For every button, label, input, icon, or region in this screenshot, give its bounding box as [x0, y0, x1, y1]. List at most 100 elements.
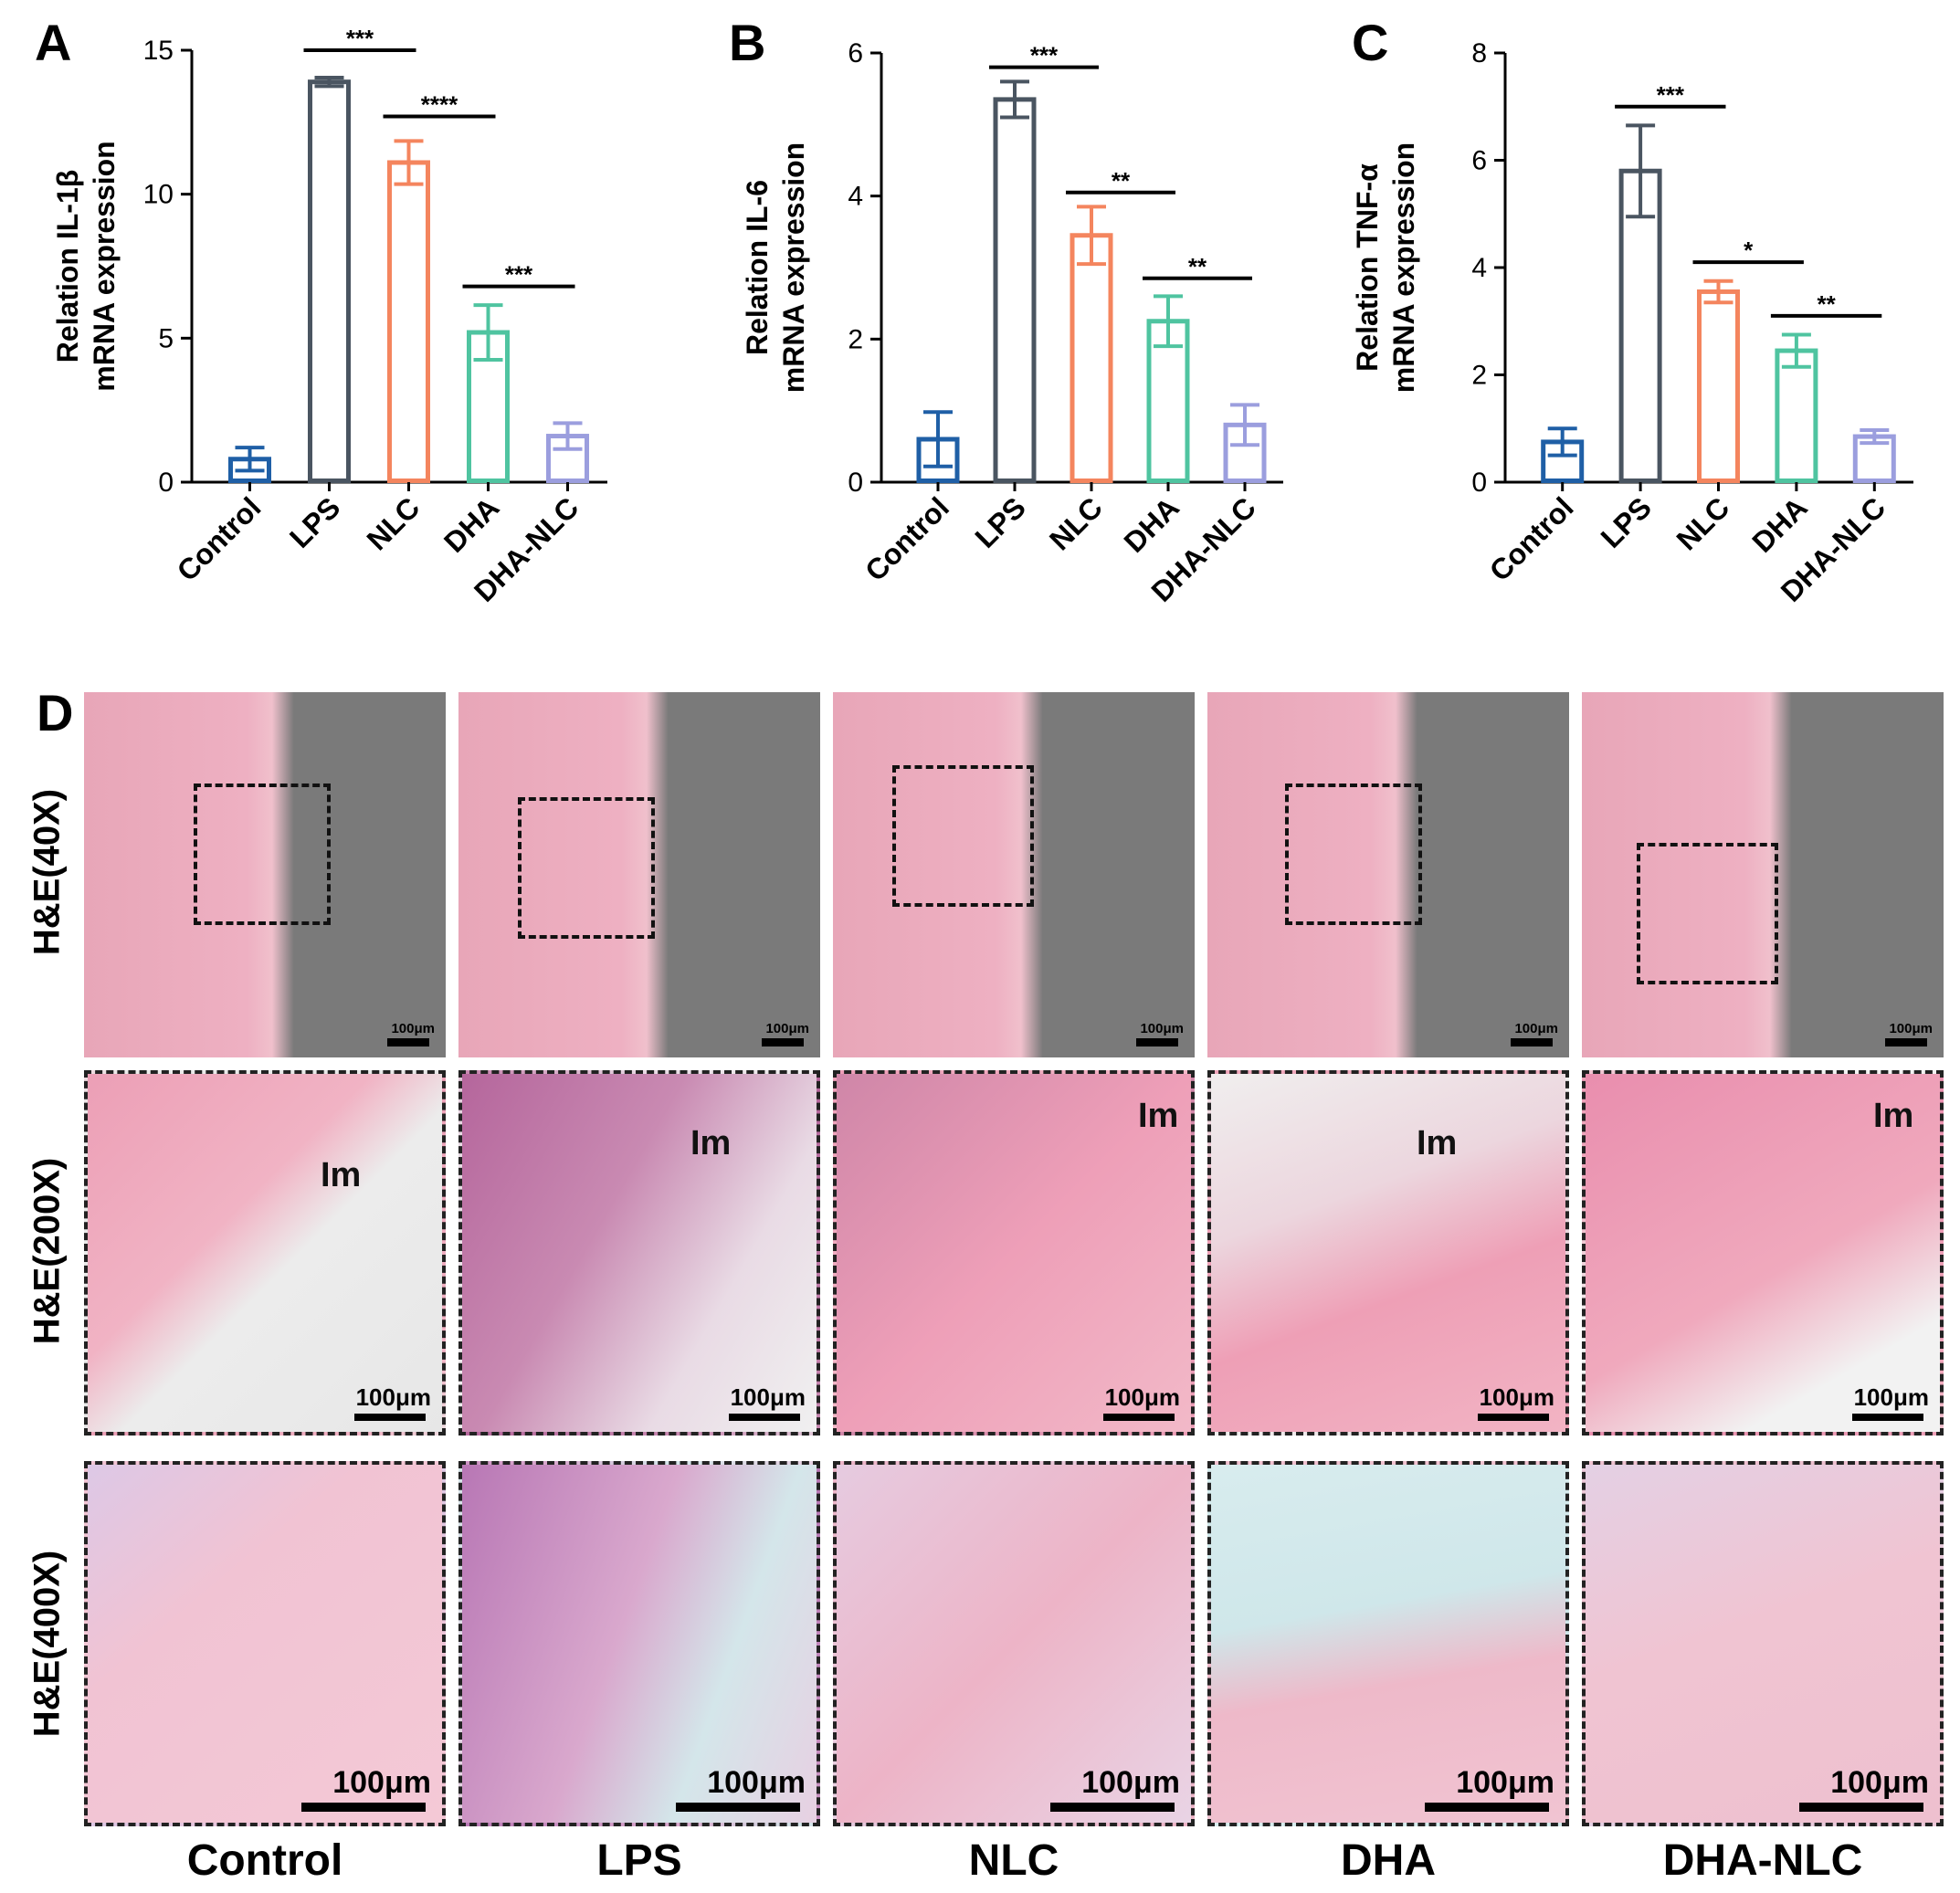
y-tick-label: 2 [848, 324, 863, 354]
bar-lps [308, 79, 351, 483]
y-tick-label: 5 [158, 323, 174, 353]
significance-label: *** [1030, 42, 1059, 69]
scale-bar-label: 100μm [1889, 1021, 1933, 1036]
histology-image: Im 100μm [458, 1070, 820, 1436]
implant-label: Im [690, 1124, 732, 1162]
y-axis-title-line2: mRNA expression [1387, 142, 1420, 393]
significance-label: ** [1112, 167, 1131, 195]
y-axis-title-line2: mRNA expression [777, 142, 810, 393]
panel-letter-a: A [35, 14, 72, 71]
y-tick-label: 0 [1471, 468, 1487, 498]
implant-label: Im [1873, 1097, 1914, 1135]
x-tick-label: NLC [1670, 490, 1735, 556]
panel-letter-b: B [729, 14, 766, 71]
y-tick-label: 8 [1471, 38, 1487, 68]
x-tick-label: DHA [1745, 490, 1813, 558]
column-label: NLC [968, 1836, 1059, 1885]
scale-bar [1799, 1803, 1923, 1812]
scale-bar [301, 1803, 426, 1812]
region-of-interest-box [1285, 783, 1422, 925]
scale-bar [1852, 1414, 1923, 1421]
scale-bar-label: 100μm [1853, 1383, 1929, 1411]
y-tick-label: 15 [143, 36, 174, 66]
region-of-interest-box [194, 783, 331, 925]
x-tick-label: LPS [1595, 490, 1658, 553]
significance-label: *** [346, 25, 374, 52]
scale-bar [354, 1414, 426, 1421]
scale-bar-label: 100μm [1104, 1383, 1180, 1411]
histology-image: Im 100μm [1207, 1070, 1569, 1436]
scale-bar-label: 100μm [355, 1383, 431, 1411]
histology-image: 100μm [1207, 692, 1569, 1057]
significance-label: *** [505, 261, 533, 289]
scale-bar [1425, 1803, 1549, 1812]
scale-bar-label: 100μm [332, 1765, 431, 1800]
scale-bar-label: 100μm [707, 1765, 806, 1800]
bar-nlc [1697, 289, 1740, 483]
scale-bar-label: 100μm [730, 1383, 806, 1411]
histology-image: 100μm [1207, 1461, 1569, 1826]
bar-nlc [1070, 233, 1113, 483]
y-axis-title-line2: mRNA expression [88, 141, 121, 391]
scale-bar-label: 100μm [1081, 1765, 1180, 1800]
scale-bar [676, 1803, 800, 1812]
scale-bar-label: 100μm [1830, 1765, 1929, 1800]
scale-bar-label: 100μm [1514, 1021, 1558, 1036]
y-tick-label: 10 [143, 180, 174, 210]
column-label: DHA [1341, 1836, 1436, 1885]
column-label: DHA-NLC [1662, 1836, 1863, 1885]
y-axis-title-line1: Relation IL-1β [51, 170, 84, 363]
column-label: Control [186, 1836, 343, 1885]
panel-letter-c: C [1352, 14, 1389, 71]
scale-bar-label: 100μm [1140, 1021, 1184, 1036]
scale-bar-label: 100μm [391, 1021, 435, 1036]
y-tick-label: 4 [1471, 253, 1487, 283]
significance-label: ** [1817, 290, 1836, 318]
panel-letter-d: D [37, 684, 74, 741]
y-tick-label: 2 [1471, 361, 1487, 391]
histology-image: 100μm [458, 1461, 820, 1826]
significance-label: ** [1188, 253, 1207, 280]
row-label: H&E(40X) [26, 788, 68, 956]
y-tick-label: 6 [848, 38, 863, 68]
region-of-interest-box [1637, 843, 1778, 984]
scale-bar [729, 1414, 800, 1421]
scale-bar [1103, 1414, 1175, 1421]
implant-label: Im [1138, 1097, 1179, 1135]
histology-image: 100μm [84, 1461, 446, 1826]
histology-image: Im 100μm [84, 1070, 446, 1436]
scale-bar [1050, 1803, 1175, 1812]
scale-bar-label: 100μm [1456, 1765, 1554, 1800]
scale-bar-label: 100μm [765, 1021, 809, 1036]
y-axis-title-line1: Relation TNF-α [1351, 163, 1384, 372]
histology-image: 100μm [1582, 692, 1944, 1057]
bar-chart-tnfa: 0 2 4 6 8 Relation TNF-α mRNA expression Contro… [1351, 38, 1913, 608]
scale-bar [1511, 1038, 1553, 1046]
y-axis-title-line1: Relation IL-6 [741, 180, 774, 355]
scale-bar [387, 1038, 429, 1046]
column-label: LPS [596, 1836, 682, 1885]
implant-label: Im [321, 1156, 362, 1194]
x-tick-label: Control [1483, 490, 1580, 587]
significance-label: *** [1657, 81, 1685, 109]
implant-label: Im [1417, 1124, 1458, 1162]
significance-label: * [1744, 237, 1754, 264]
y-tick-label: 6 [1471, 146, 1487, 176]
row-label: H&E(200X) [26, 1157, 68, 1345]
region-of-interest-box [892, 765, 1034, 907]
scale-bar-label: 100μm [1479, 1383, 1554, 1411]
histology-image: Im 100μm [1582, 1070, 1944, 1436]
y-tick-label: 4 [848, 182, 863, 212]
region-of-interest-box [518, 797, 655, 939]
significance-label: **** [421, 91, 458, 119]
scale-bar [1885, 1038, 1927, 1046]
histology-image: 100μm [1582, 1461, 1944, 1826]
scale-bar [1478, 1414, 1549, 1421]
histology-image: Im 100μm [833, 1070, 1195, 1436]
bar-dha [1775, 348, 1818, 483]
row-label: H&E(400X) [26, 1550, 68, 1738]
histology-image: 100μm [833, 1461, 1195, 1826]
y-tick-label: 0 [848, 468, 863, 498]
